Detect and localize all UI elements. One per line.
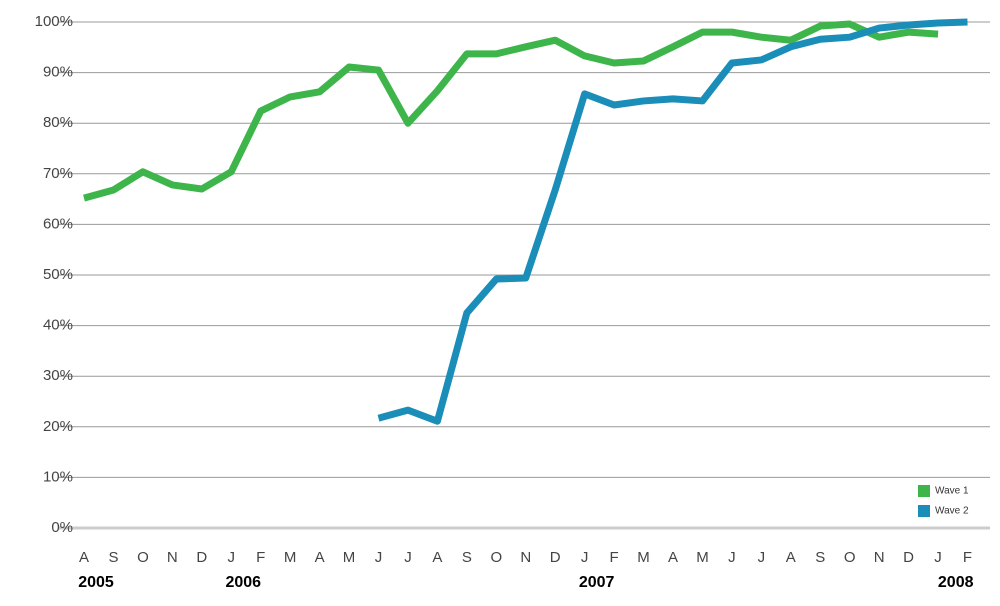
x-tick-label: M — [637, 549, 650, 566]
x-tick-label: D — [196, 549, 207, 566]
y-tick-label: 0% — [51, 519, 73, 536]
year-label: 2008 — [938, 574, 974, 591]
y-tick-label: 80% — [43, 114, 73, 131]
y-tick-label: 90% — [43, 64, 73, 81]
x-tick-label: M — [696, 549, 709, 566]
y-tick-label: 10% — [43, 468, 73, 485]
x-tick-label: A — [79, 549, 89, 566]
x-tick-label: S — [462, 549, 472, 566]
y-tick-label: 50% — [43, 266, 73, 283]
y-tick-label: 70% — [43, 165, 73, 182]
x-tick-label: S — [108, 549, 118, 566]
year-label: 2007 — [579, 574, 615, 591]
x-tick-label: S — [815, 549, 825, 566]
legend-label: Wave 1 — [935, 486, 969, 497]
x-tick-label: M — [343, 549, 356, 566]
y-tick-label: 40% — [43, 317, 73, 334]
x-tick-label: N — [874, 549, 885, 566]
x-tick-label: D — [550, 549, 561, 566]
series-line — [83, 20, 939, 202]
x-tick-label: J — [581, 549, 589, 566]
x-tick-label: F — [610, 549, 619, 566]
x-tick-label: A — [432, 549, 442, 566]
x-tick-label: J — [375, 549, 383, 566]
legend-label: Wave 2 — [935, 506, 969, 517]
legend-swatch — [918, 485, 930, 497]
x-tick-label: N — [167, 549, 178, 566]
x-tick-label: A — [786, 549, 796, 566]
x-tick-label: O — [490, 549, 502, 566]
x-tick-label: F — [963, 549, 972, 566]
x-tick-label: J — [228, 549, 236, 566]
x-tick-label: F — [256, 549, 265, 566]
x-tick-label: J — [728, 549, 736, 566]
y-tick-label: 100% — [35, 13, 73, 30]
y-tick-label: 30% — [43, 367, 73, 384]
series-line — [377, 18, 968, 425]
x-tick-label: A — [668, 549, 678, 566]
x-tick-label: O — [844, 549, 856, 566]
y-tick-label: 60% — [43, 215, 73, 232]
year-label: 2006 — [225, 574, 261, 591]
x-tick-label: J — [758, 549, 766, 566]
x-tick-label: J — [934, 549, 942, 566]
year-label: 2005 — [78, 574, 114, 591]
x-tick-label: M — [284, 549, 297, 566]
x-tick-label: O — [137, 549, 149, 566]
x-tick-label: A — [315, 549, 325, 566]
legend-swatch — [918, 505, 930, 517]
y-tick-label: 20% — [43, 418, 73, 435]
x-tick-label: J — [404, 549, 412, 566]
x-tick-label: D — [903, 549, 914, 566]
x-tick-label: N — [520, 549, 531, 566]
